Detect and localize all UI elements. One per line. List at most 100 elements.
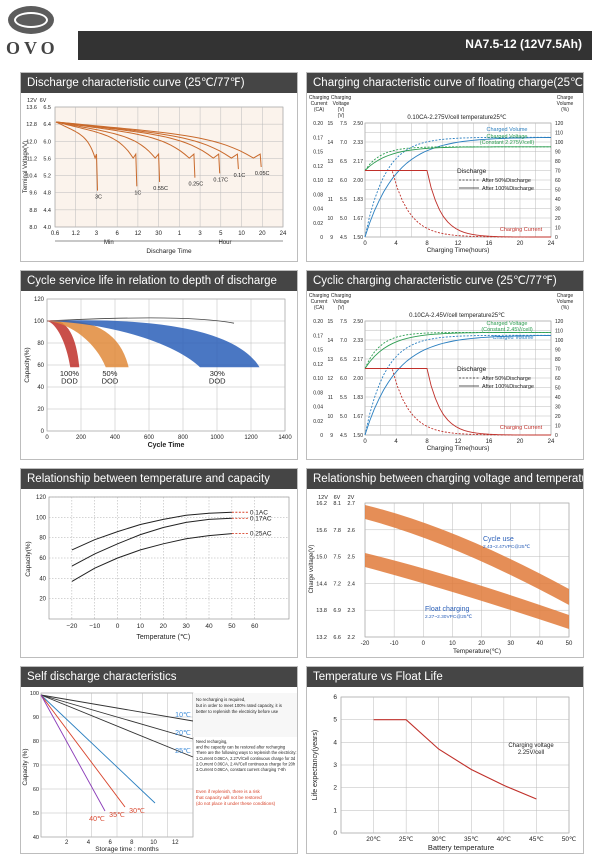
- x-tick-label: 5: [219, 231, 223, 237]
- cell-tick: 2.50: [353, 319, 363, 325]
- volume-tick: 10: [555, 226, 561, 232]
- series-label: 30℃: [129, 808, 145, 815]
- y-tick-label: 0: [41, 429, 45, 435]
- x-tick-label: 1: [178, 231, 182, 237]
- x-tick-label: 10: [150, 840, 157, 846]
- panel-discharge: Discharge characteristic curve (25℃/77℉)…: [20, 72, 298, 262]
- capacity-curve: [71, 517, 232, 567]
- series-label: 35℃: [109, 812, 125, 819]
- y-tick-label: 100: [30, 691, 39, 697]
- x-tick-label: -10: [390, 641, 399, 647]
- capacity-envelope: [46, 317, 235, 324]
- y-tick-label: 5.2: [43, 174, 51, 180]
- x-tick-label: 35℃: [464, 836, 479, 843]
- band-name: Float charging: [425, 606, 469, 613]
- x-tick-label: 10: [449, 641, 456, 647]
- series-label: 1C: [134, 190, 141, 196]
- legend-title: Discharge: [457, 168, 487, 175]
- x-tick-label: 200: [76, 435, 87, 441]
- annotation: 2.25V/cell: [518, 750, 544, 756]
- volt12-tick: 11: [328, 395, 333, 401]
- y-axis-label: Capacity(%): [24, 347, 31, 382]
- volume-tick: 80: [555, 357, 561, 363]
- y-tick-label: 6.0: [43, 139, 51, 145]
- dod-label: DOD: [102, 377, 119, 386]
- y-tick-label: 40: [39, 576, 46, 582]
- x-tick-label: 30: [155, 231, 162, 237]
- header: OVO NA7.5-12 (12V7.5Ah): [0, 0, 600, 66]
- y-tick-label: 13.6: [26, 105, 37, 111]
- current-tick: 0.02: [313, 419, 323, 425]
- cell-tick: 2.33: [353, 338, 363, 344]
- x-tick-label: 20: [517, 439, 524, 445]
- x-tick-label: 0.6: [51, 231, 60, 237]
- current-tick: 0.02: [313, 221, 323, 227]
- y-tick-label: 6.4: [43, 122, 51, 128]
- y-tick-label: 10.4: [26, 174, 37, 180]
- volume-tick: 70: [555, 367, 561, 373]
- volume-tick: 60: [555, 376, 561, 382]
- volt-header: Charging: [331, 293, 352, 299]
- series-label: 0.05C: [255, 171, 270, 177]
- series-label: 40℃: [89, 816, 105, 823]
- x-axis-label: Temperature(℃): [453, 648, 501, 655]
- x-tick-label: 50: [566, 641, 573, 647]
- series-label: 0.17AC: [250, 515, 272, 522]
- x-tick-label: 25℃: [399, 836, 414, 843]
- band-range: 2.27~2.30VPC@25℃: [425, 614, 473, 620]
- series-label: 0.17C: [213, 177, 228, 183]
- right-header: (%): [561, 305, 569, 311]
- panel-voltage-temp: Relationship between charging voltage an…: [306, 468, 584, 658]
- x-tick-label: -20: [361, 641, 370, 647]
- y-tick-label: 70: [33, 763, 39, 769]
- panel-title: Charging characteristic curve of floatin…: [307, 73, 583, 93]
- volume-tick: 0: [555, 235, 558, 241]
- discharge-curve: [55, 121, 98, 191]
- x-tick-label: 12: [172, 840, 179, 846]
- y-tick-label: 2.6: [347, 528, 355, 534]
- current-tick: 0.15: [313, 150, 323, 156]
- x-tick-label: 4: [394, 439, 398, 445]
- y-tick-label: 120: [34, 297, 45, 303]
- capacity-curve: [71, 533, 232, 582]
- panel-self-discharge: Self discharge characteristics 100 90 80 70…: [20, 666, 298, 854]
- panel-title: Self discharge characteristics: [21, 667, 297, 687]
- x-tick-label: 12: [455, 439, 462, 445]
- current-tick: 0.20: [313, 121, 323, 127]
- y-unit-6v: 6V: [40, 98, 47, 104]
- volt6-tick: 5.0: [340, 414, 347, 420]
- x-tick-label: 4: [394, 241, 398, 247]
- series-label: Charged Volume: [493, 335, 534, 341]
- self-discharge-line: [40, 694, 194, 722]
- left-header: Charging: [309, 293, 330, 299]
- y-tick-label: 9.6: [29, 191, 37, 197]
- x-tick-label: 6: [108, 840, 112, 846]
- x-tick-label: 6: [116, 231, 120, 237]
- series-label: Charged Volume: [487, 127, 528, 133]
- x-group-hour: Hour: [218, 240, 231, 246]
- charging-current-curve-50: [365, 368, 551, 436]
- panel-float-charge: Charging characteristic curve of floatin…: [306, 72, 584, 262]
- x-tick-label: 0: [363, 439, 367, 445]
- volt12-tick: 15: [327, 121, 333, 127]
- charging-current-curve-50: [365, 170, 551, 238]
- volt6-tick: 7.0: [340, 338, 347, 344]
- volt12-tick: 10: [327, 414, 333, 420]
- x-group-min: Min: [104, 240, 114, 246]
- note-line: 1.Current 0.06CA, 2.27V/Cell continuous …: [196, 756, 296, 761]
- x-tick-label: 24: [548, 439, 555, 445]
- volume-tick: 30: [555, 405, 561, 411]
- series-label: 3C: [95, 195, 102, 201]
- current-tick: 0.17: [313, 333, 323, 339]
- volume-tick: 100: [555, 140, 564, 146]
- y-tick-label: 60: [33, 787, 39, 793]
- cell-tick: 2.00: [353, 376, 363, 382]
- x-tick-label: 30℃: [431, 836, 446, 843]
- volt12-tick: 9: [330, 235, 333, 241]
- volume-tick: 120: [555, 319, 564, 325]
- panel-title: Relationship between temperature and cap…: [21, 469, 297, 489]
- x-tick-label: 1000: [210, 435, 224, 441]
